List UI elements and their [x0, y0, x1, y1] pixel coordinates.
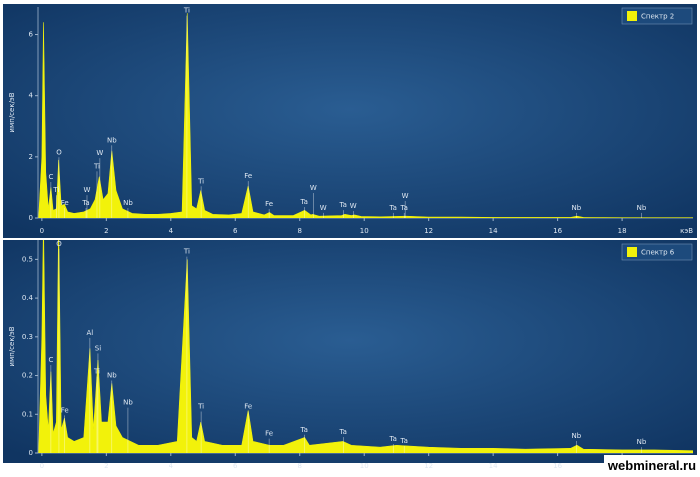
x-tick-label: 4 — [169, 462, 174, 470]
y-tick-label: 0.3 — [22, 333, 33, 341]
y-tick-label: 4 — [29, 92, 34, 100]
peak-label: Ta — [399, 437, 407, 445]
spectrum — [38, 13, 693, 218]
peak-label: Nb — [571, 204, 581, 212]
x-tick-label: 10 — [360, 462, 369, 470]
peak-label: W — [350, 202, 357, 210]
peak-label: Ti — [183, 7, 190, 15]
peak-label: Nb — [107, 136, 117, 144]
peak-label: Fe — [265, 430, 273, 438]
peak-label: Fe — [61, 406, 69, 414]
legend-box — [621, 243, 693, 261]
legend-swatch — [627, 11, 637, 21]
peak-label: Nb — [107, 372, 117, 380]
peak-label: Nb — [123, 199, 133, 207]
peak-label: Al — [87, 329, 94, 337]
peak-label: Ti — [183, 248, 190, 256]
peak-label: Fe — [244, 403, 252, 411]
y-tick-label: 0 — [29, 449, 33, 457]
peak-label: C — [48, 173, 53, 181]
x-tick-label: 8 — [298, 227, 302, 235]
peak-label: W — [84, 186, 91, 194]
legend-label: Спектр 2 — [641, 13, 674, 21]
y-tick-label: 0.1 — [22, 410, 33, 418]
peak-label: O — [56, 240, 62, 248]
y-tick-label: 6 — [29, 31, 34, 39]
x-tick-label: 2 — [104, 462, 108, 470]
x-tick-label: 8 — [298, 462, 302, 470]
legend-box — [621, 7, 693, 25]
y-axis-label: имп/сек/эВ — [8, 326, 16, 366]
x-axis-label: кэВ — [680, 227, 693, 235]
peak-label: Ta — [300, 198, 308, 206]
peak-label: Ti — [197, 403, 204, 411]
peak-label: Ta — [399, 204, 407, 212]
peak-label: Nb — [637, 438, 647, 446]
peak-label: Ti — [93, 368, 100, 376]
x-tick-label: 0 — [40, 227, 44, 235]
y-tick-label: 2 — [29, 153, 33, 161]
peak-label: Si — [95, 344, 101, 352]
y-axis-label: имп/сек/эВ — [8, 92, 16, 132]
spectrum — [38, 240, 693, 453]
peak-label: Ta — [389, 435, 397, 443]
peak-label: Ta — [339, 201, 347, 209]
peak-label: W — [320, 204, 327, 212]
x-tick-label: 4 — [169, 227, 174, 235]
x-tick-label: 12 — [424, 462, 433, 470]
legend-label: Спектр 6 — [641, 249, 675, 257]
peak-label: Ta — [389, 204, 397, 212]
peak-label: W — [310, 184, 317, 192]
peak-label: Nb — [123, 399, 133, 407]
y-tick-label: 0 — [29, 214, 33, 222]
x-tick-label: 0 — [40, 462, 44, 470]
x-tick-label: 2 — [104, 227, 108, 235]
x-tick-label: 14 — [489, 462, 498, 470]
peak-label: Ti — [197, 177, 204, 185]
legend-swatch — [627, 247, 637, 257]
peak-label: Nb — [571, 432, 581, 440]
y-tick-label: 0.2 — [22, 372, 33, 380]
peak-label: Nb — [637, 204, 647, 212]
peak-label: Fe — [244, 172, 252, 180]
x-tick-label: 6 — [233, 462, 238, 470]
y-tick-label: 0.5 — [22, 255, 33, 263]
x-tick-label: 16 — [553, 227, 562, 235]
x-tick-label: 6 — [233, 227, 238, 235]
x-tick-label: 10 — [360, 227, 369, 235]
peak-label: O — [56, 148, 62, 156]
peak-label: Ti — [52, 186, 59, 194]
peak-label: Fe — [265, 200, 273, 208]
peak-label: Ta — [339, 428, 347, 436]
peak-label: Fe — [61, 199, 69, 207]
watermark: webmineral.ru — [604, 455, 700, 477]
peak-label: Ta — [300, 426, 308, 434]
peak-label: Ti — [93, 162, 100, 170]
x-tick-label: 18 — [618, 227, 627, 235]
x-tick-label: 16 — [553, 462, 562, 470]
y-tick-label: 0.4 — [22, 294, 34, 302]
x-tick-label: 14 — [489, 227, 498, 235]
panel-bg — [3, 240, 697, 463]
peak-label: C — [48, 356, 53, 364]
peak-label: Ta — [81, 199, 89, 207]
peak-label: W — [96, 149, 103, 157]
peak-label: W — [402, 192, 409, 200]
x-tick-label: 12 — [424, 227, 433, 235]
